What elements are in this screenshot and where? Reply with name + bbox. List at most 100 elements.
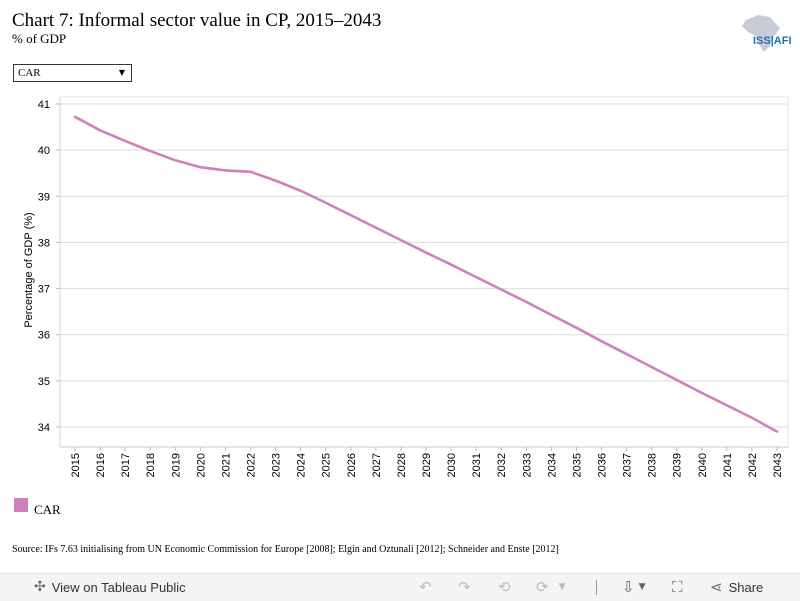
x-tick-label: 2024	[296, 453, 308, 477]
y-axis-label: Percentage of GDP (%)	[23, 212, 35, 327]
x-tick-label: 2041	[722, 453, 734, 477]
tableau-toolbar: ✣ View on Tableau Public ↶ ↷ ⟲ ⟳ ▼ ⇩ ▼ ⛶ ⋖…	[0, 573, 800, 601]
x-tick-label: 2025	[321, 453, 333, 477]
data-point[interactable]	[573, 325, 579, 331]
x-tick-label: 2019	[170, 453, 182, 477]
x-tick-label: 2038	[647, 453, 659, 477]
data-point[interactable]	[273, 178, 279, 184]
x-tick-label: 2036	[597, 453, 609, 477]
x-tick-label: 2026	[346, 453, 358, 477]
data-point[interactable]	[649, 364, 655, 370]
fullscreen-icon: ⛶	[672, 578, 683, 596]
redo-button[interactable]: ↷	[458, 579, 471, 595]
data-point[interactable]	[398, 237, 404, 243]
x-tick-label: 2020	[195, 453, 207, 477]
data-point[interactable]	[348, 212, 354, 218]
y-tick-label: 40	[38, 145, 50, 157]
x-tick-label: 2040	[697, 453, 709, 477]
x-tick-label: 2028	[396, 453, 408, 477]
legend-label: CAR	[34, 502, 61, 517]
data-point[interactable]	[724, 402, 730, 408]
share-icon: ⋖	[710, 578, 723, 596]
refresh-button[interactable]: ⟳ ▼	[536, 579, 566, 595]
x-tick-label: 2015	[70, 453, 82, 477]
data-point[interactable]	[448, 262, 454, 268]
tableau-icon: ✣	[34, 579, 46, 595]
share-label: Share	[728, 579, 764, 595]
data-point[interactable]	[749, 415, 755, 421]
iss-afi-logo: ISS|AFI	[742, 15, 792, 52]
x-tick-label: 2043	[772, 453, 784, 477]
series-lines	[72, 114, 780, 435]
x-tick-label: 2016	[95, 453, 107, 477]
share-button[interactable]: ⋖ Share	[710, 579, 763, 595]
data-point[interactable]	[473, 274, 479, 280]
x-tick-label: 2032	[496, 453, 508, 477]
data-point[interactable]	[774, 429, 780, 435]
y-tick-label: 34	[38, 422, 50, 434]
chart-subtitle: % of GDP	[12, 31, 67, 46]
legend-swatch	[14, 498, 28, 512]
x-tick-label: 2031	[471, 453, 483, 477]
fullscreen-button[interactable]: ⛶	[672, 579, 683, 595]
view-on-tableau-link[interactable]: ✣ View on Tableau Public	[34, 579, 186, 595]
redo-icon: ↷	[458, 578, 471, 596]
x-tick-label: 2027	[371, 453, 383, 477]
data-point[interactable]	[298, 188, 304, 194]
y-axis: 34 35 36 37 38 39 40 41	[38, 99, 60, 434]
y-tick-label: 37	[38, 284, 50, 296]
y-tick-label: 36	[38, 330, 50, 342]
data-point[interactable]	[674, 377, 680, 383]
logo-text: ISS|AFI	[753, 35, 792, 47]
download-button[interactable]: ⇩ ▼	[622, 579, 646, 595]
data-point[interactable]	[222, 167, 228, 173]
x-tick-label: 2021	[220, 453, 232, 477]
x-tick-label: 2022	[246, 453, 258, 477]
dropdown-arrow-icon: ▼	[118, 68, 125, 77]
source-note: Source: IFs 7.63 initialising from UN Ec…	[12, 544, 559, 555]
x-tick-label: 2030	[446, 453, 458, 477]
data-point[interactable]	[97, 127, 103, 133]
revert-button[interactable]: ⟲	[498, 579, 511, 595]
data-point[interactable]	[72, 114, 78, 120]
toolbar-divider	[596, 580, 597, 595]
data-point[interactable]	[498, 286, 504, 292]
dropdown-selected-value: CAR	[18, 67, 41, 79]
x-tick-label: 2017	[120, 453, 132, 477]
refresh-icon: ⟳	[536, 578, 549, 596]
y-tick-label: 35	[38, 376, 50, 388]
data-point[interactable]	[699, 390, 705, 396]
data-point[interactable]	[122, 138, 128, 144]
refresh-dropdown-icon: ▼	[558, 582, 566, 592]
data-point[interactable]	[147, 148, 153, 154]
country-filter-dropdown[interactable]: CAR ▼	[13, 64, 132, 82]
view-on-tableau-label: View on Tableau Public	[51, 579, 186, 595]
data-point[interactable]	[548, 312, 554, 318]
gridlines	[59, 96, 789, 448]
undo-button[interactable]: ↶	[419, 579, 432, 595]
download-dropdown-icon: ▼	[638, 582, 646, 592]
data-point[interactable]	[323, 200, 329, 206]
data-point[interactable]	[172, 157, 178, 163]
data-point[interactable]	[423, 250, 429, 256]
revert-icon: ⟲	[498, 578, 511, 596]
x-tick-label: 2018	[145, 453, 157, 477]
y-tick-label: 41	[38, 99, 50, 111]
data-point[interactable]	[523, 299, 529, 305]
data-point[interactable]	[248, 169, 254, 175]
x-tick-label: 2035	[571, 453, 583, 477]
series-line-car[interactable]	[73, 115, 779, 433]
y-tick-label: 38	[38, 237, 50, 249]
x-tick-label: 2042	[747, 453, 759, 477]
data-point[interactable]	[624, 351, 630, 357]
data-point[interactable]	[197, 164, 203, 170]
y-tick-label: 39	[38, 191, 50, 203]
download-icon: ⇩	[622, 578, 635, 596]
x-tick-label: 2034	[546, 453, 558, 477]
data-point[interactable]	[599, 338, 605, 344]
x-tick-label: 2037	[622, 453, 634, 477]
x-tick-label: 2029	[421, 453, 433, 477]
undo-icon: ↶	[419, 578, 432, 596]
data-point[interactable]	[373, 225, 379, 231]
chart-title: Chart 7: Informal sector value in CP, 20…	[12, 10, 382, 31]
